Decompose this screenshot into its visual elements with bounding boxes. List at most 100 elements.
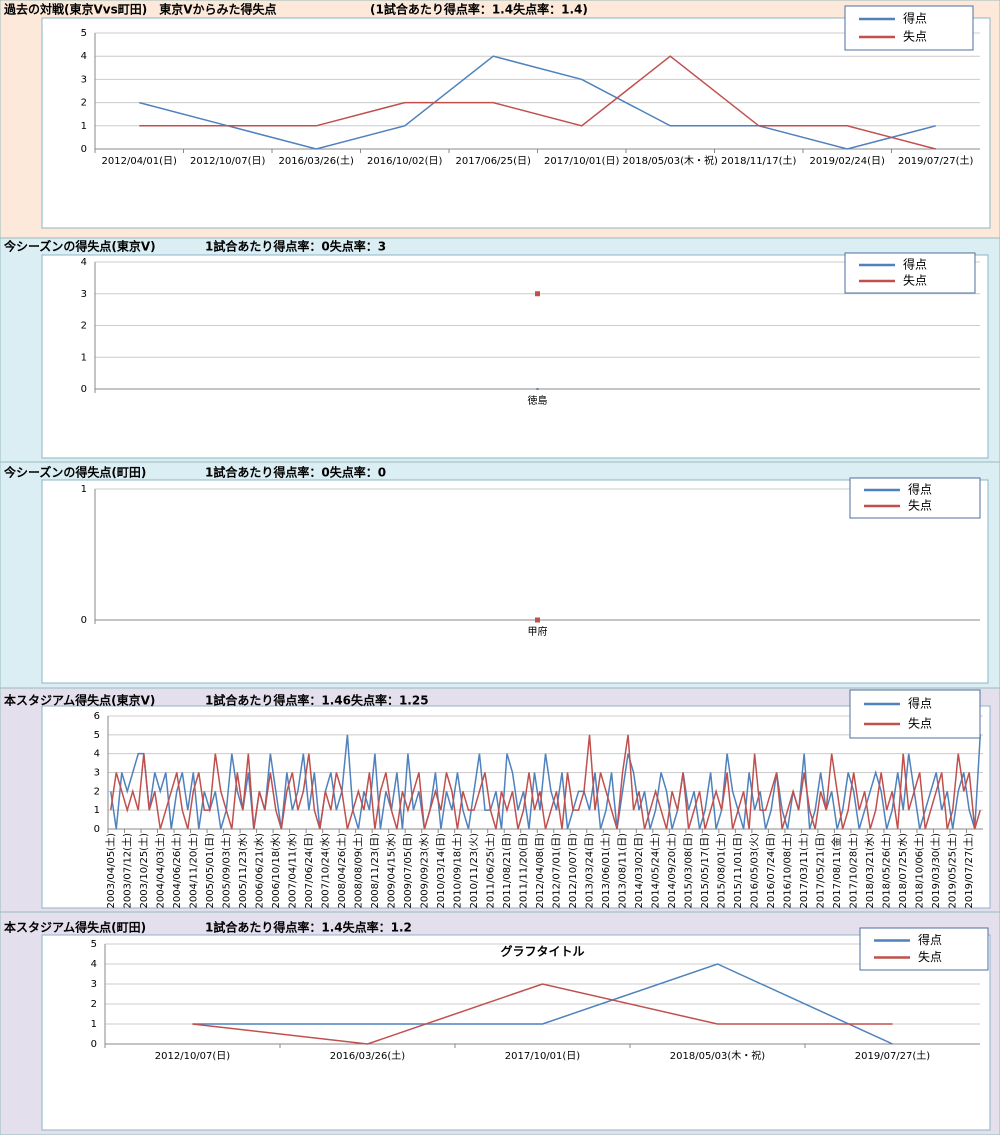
x-tick-label: 2013/08/11(日) — [618, 833, 629, 909]
x-tick-label: 2017/10/28(土) — [847, 833, 860, 909]
y-tick-label: 0 — [94, 824, 100, 835]
x-tick-label: 2014/09/20(土) — [665, 833, 678, 909]
x-tick-label: 2015/11/01(日) — [733, 833, 744, 909]
legend-box — [849, 689, 981, 739]
x-tick-label: 2018/11/17(土) — [721, 154, 797, 167]
x-tick-label: 2019/05/25(土) — [946, 833, 959, 909]
legend-label: 失点 — [903, 29, 927, 44]
x-tick-label: 2006/10/18(水) — [270, 833, 282, 909]
x-tick-label: 2005/05/01(日) — [205, 833, 216, 909]
x-tick-label: 2019/07/27(土) — [962, 833, 975, 909]
legend-label: 得点 — [903, 257, 927, 272]
x-tick-label: 2017/10/01(日) — [505, 1051, 581, 1062]
x-tick-label: 2008/04/26(土) — [335, 833, 348, 909]
x-tick-label: 2005/11/23(水) — [237, 833, 249, 909]
x-tick-label: 2003/07/12(土) — [120, 833, 133, 909]
section-title: 過去の対戦(東京Vvs町田) 東京Vからみた得失点 — [3, 2, 277, 17]
x-tick-label: 2018/05/03(木・祝) — [670, 1049, 766, 1062]
x-tick-label: 徳島 — [528, 394, 548, 407]
section-subtitle: (1試合あたり得点率：1.4失点率：1.4) — [370, 2, 588, 17]
y-tick-label: 1 — [81, 121, 87, 132]
y-tick-label: 1 — [94, 805, 100, 816]
y-tick-label: 3 — [94, 768, 100, 779]
x-tick-label: 2018/10/06(土) — [913, 833, 926, 909]
chart-area — [41, 479, 989, 684]
section-subtitle: 1試合あたり得点率：1.46失点率：1.25 — [205, 693, 429, 708]
x-tick-label: 2010/11/23(火) — [468, 833, 480, 909]
x-tick-label: 2009/04/15(水) — [385, 833, 397, 909]
series-marker — [535, 291, 540, 297]
x-tick-label: 2004/04/03(土) — [153, 833, 166, 909]
x-tick-label: 2006/06/21(水) — [253, 833, 265, 909]
x-tick-label: 2012/07/01(日) — [552, 833, 563, 909]
x-tick-label: 2018/07/25(水) — [897, 833, 909, 909]
series-line — [139, 55, 936, 150]
x-tick-label: 2017/10/01(日) — [544, 156, 620, 167]
legend-label: 失点 — [908, 498, 932, 513]
section-subtitle: 1試合あたり得点率：0失点率：0 — [205, 465, 386, 480]
y-tick-label: 5 — [94, 730, 100, 741]
x-tick-label: 2010/09/18(土) — [450, 833, 463, 909]
x-tick-label: 2019/03/30(土) — [929, 833, 942, 909]
series-line — [192, 983, 893, 1045]
legend-box — [844, 252, 976, 294]
x-tick-label: 2013/06/01(土) — [599, 833, 612, 909]
x-tick-label: 2007/10/24(水) — [319, 833, 331, 909]
chart-title: グラフタイトル — [500, 944, 584, 959]
x-tick-label: 2004/11/20(土) — [186, 833, 199, 909]
x-tick-label: 2007/04/11(水) — [286, 833, 298, 909]
x-tick-label: 2012/10/07(日) — [190, 156, 266, 167]
x-tick-label: 2016/03/26(土) — [330, 1049, 406, 1062]
x-tick-label: 2005/09/03(土) — [219, 833, 232, 909]
x-tick-label: 2011/11/20(日) — [518, 833, 529, 909]
x-tick-label: 2003/04/05(土) — [104, 833, 117, 909]
legend-label: 失点 — [903, 273, 927, 288]
x-tick-label: 2015/03/08(日) — [684, 833, 695, 909]
y-tick-label: 4 — [94, 749, 100, 760]
series-marker — [535, 617, 540, 623]
x-tick-label: 2012/04/01(日) — [102, 156, 178, 167]
x-tick-label: 2007/06/24(日) — [304, 833, 315, 909]
x-tick-label: 2011/06/25(土) — [483, 833, 496, 909]
y-tick-label: 2 — [94, 786, 100, 797]
y-tick-label: 1 — [81, 484, 87, 495]
x-tick-label: 2011/08/21(日) — [502, 833, 513, 909]
x-tick-label: 2012/04/08(日) — [535, 833, 546, 909]
x-tick-label: 2008/11/23(日) — [370, 833, 381, 909]
y-tick-label: 0 — [81, 384, 87, 395]
x-tick-label: 2016/03/26(土) — [279, 154, 355, 167]
section-subtitle: 1試合あたり得点率：0失点率：3 — [205, 239, 386, 254]
y-tick-label: 2 — [81, 321, 87, 332]
legend-label: 失点 — [908, 716, 932, 731]
x-tick-label: 2016/07/24(日) — [766, 833, 777, 909]
x-tick-label: 2014/03/02(日) — [634, 833, 645, 909]
y-tick-label: 4 — [81, 51, 87, 62]
x-tick-label: 2015/05/17(日) — [700, 833, 711, 909]
legend-label: 得点 — [908, 482, 932, 497]
y-tick-label: 1 — [91, 1019, 97, 1030]
x-tick-label: 2014/05/24(土) — [649, 833, 662, 909]
x-tick-label: 2017/08/11(金) — [830, 833, 843, 909]
chart-area — [41, 705, 991, 909]
legend-label: 得点 — [903, 11, 927, 26]
series-line — [139, 55, 936, 150]
x-tick-label: 2019/02/24(日) — [810, 156, 886, 167]
y-tick-label: 0 — [81, 144, 87, 155]
section-title: 今シーズンの得失点(東京V) — [3, 239, 156, 254]
y-tick-label: 2 — [91, 999, 97, 1010]
x-tick-label: 2004/06/26(土) — [170, 833, 183, 909]
y-tick-label: 0 — [81, 615, 87, 626]
y-tick-label: 4 — [81, 257, 87, 268]
x-tick-label: 甲府 — [528, 625, 548, 638]
y-tick-label: 3 — [91, 979, 97, 990]
y-tick-label: 3 — [81, 289, 87, 300]
x-tick-label: 2012/10/07(日) — [568, 833, 579, 909]
x-tick-label: 2010/03/14(日) — [436, 833, 447, 909]
legend-box — [859, 927, 989, 971]
x-tick-label: 2016/10/08(土) — [781, 833, 794, 909]
y-tick-label: 1 — [81, 352, 87, 363]
x-tick-label: 2019/07/27(土) — [898, 154, 974, 167]
x-tick-label: 2016/05/03(火) — [749, 833, 761, 909]
chart-area — [41, 17, 991, 229]
series-line — [110, 734, 981, 830]
